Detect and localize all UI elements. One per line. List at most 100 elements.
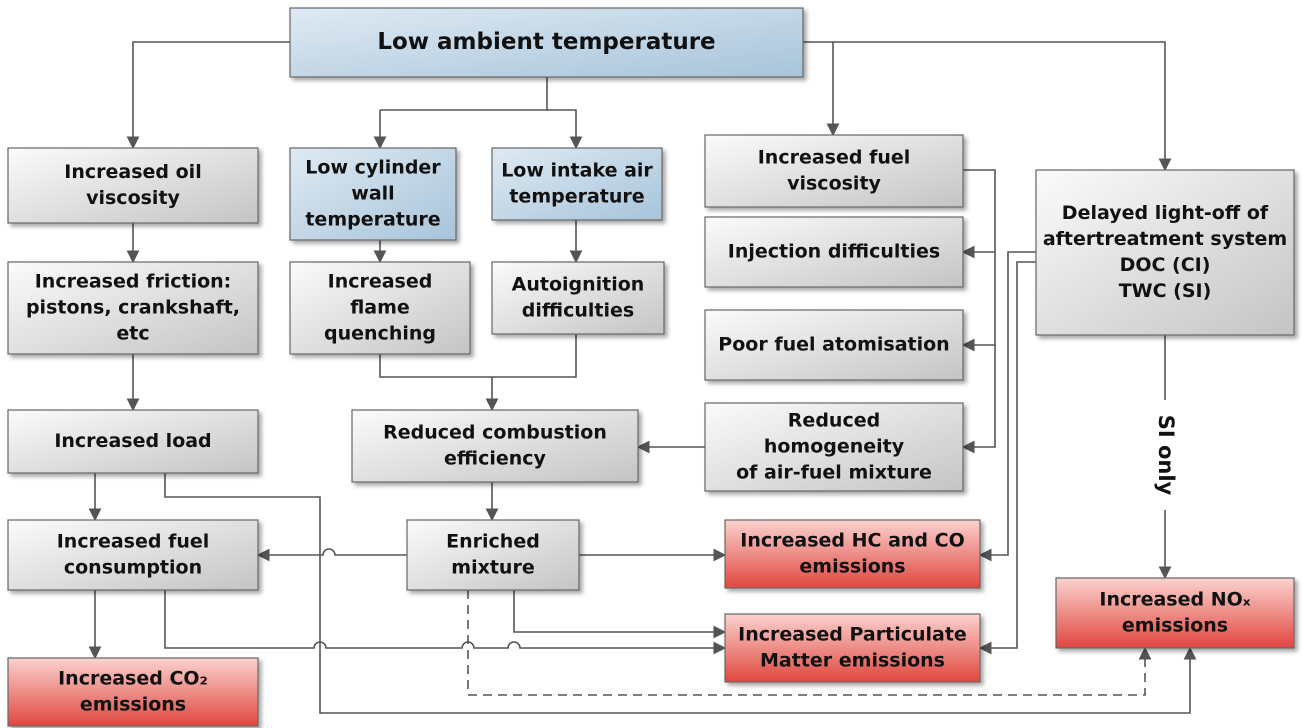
arrow xyxy=(547,109,583,150)
node: Increased friction: pistons, crankshaft, e… xyxy=(7,261,259,355)
node: Poor fuel atomisation xyxy=(704,309,964,381)
node-label: etc xyxy=(116,323,149,345)
node-box xyxy=(7,147,259,224)
node-label: emissions xyxy=(1122,615,1228,637)
node-label: Poor fuel atomisation xyxy=(718,334,949,356)
node-label: mixture xyxy=(451,557,534,579)
node: Increased oil viscosity xyxy=(7,147,259,224)
dashed-arrow xyxy=(467,590,1152,696)
node-label: Increased CO₂ xyxy=(58,668,208,690)
node-box xyxy=(1055,577,1295,649)
node-box xyxy=(351,409,639,483)
node-label: Enriched xyxy=(446,531,540,553)
node-label: Autoignition xyxy=(512,274,645,296)
node-box xyxy=(7,409,259,474)
arrow xyxy=(803,41,1172,172)
arrow xyxy=(256,548,407,562)
node-label: Increased friction: xyxy=(35,271,232,293)
arrow xyxy=(164,590,727,655)
node-label: Increased oil xyxy=(64,161,201,183)
node-box xyxy=(704,216,964,288)
node-box xyxy=(491,261,665,335)
node-label: Low ambient temperature xyxy=(377,29,715,55)
arrow xyxy=(978,251,1036,562)
node: Increased fuel consumption xyxy=(7,519,259,591)
node-box xyxy=(704,309,964,381)
node-box xyxy=(7,657,259,727)
edge-label: SI only xyxy=(1154,415,1178,496)
node-label: flame xyxy=(350,297,410,319)
node: Increased CO₂ emissions xyxy=(7,657,259,727)
node-box xyxy=(704,134,964,208)
node-label: Reduced combustion xyxy=(383,422,607,444)
node-label: Increased fuel xyxy=(57,531,210,553)
node: Autoignition difficulties xyxy=(491,261,665,335)
node-label: Increased HC and CO xyxy=(740,530,964,552)
node: Delayed light-off of aftertreatment syste… xyxy=(1035,169,1295,336)
node-label: Reduced xyxy=(788,410,880,432)
label-background xyxy=(1150,400,1180,510)
arrow xyxy=(164,473,1197,714)
node-label: homogeneity xyxy=(764,436,905,458)
node-label: Increased Particulate xyxy=(738,624,967,646)
node: Reduced combustion efficiency xyxy=(351,409,639,483)
arrow xyxy=(513,590,727,639)
node-label: Injection difficulties xyxy=(728,241,940,263)
node-box xyxy=(724,519,981,589)
arrow xyxy=(961,169,996,454)
node: Increased load xyxy=(7,409,259,474)
node-label: viscosity xyxy=(787,173,881,195)
node-label: difficulties xyxy=(522,300,634,322)
node-label: Low intake air xyxy=(501,160,653,182)
node-label: Increased fuel xyxy=(758,147,911,169)
node-label: Matter emissions xyxy=(760,650,945,672)
node-box xyxy=(406,519,580,591)
node-label: consumption xyxy=(64,557,202,579)
node: Increased HC and CO emissions xyxy=(724,519,981,589)
node-label: Increased NOₓ xyxy=(1099,589,1250,611)
node-box xyxy=(724,613,981,683)
node-label: temperature xyxy=(509,186,644,208)
node-label: DOC (CI) xyxy=(1120,254,1211,276)
node-box xyxy=(7,261,259,355)
node-label: emissions xyxy=(799,556,905,578)
connector xyxy=(380,77,548,111)
arrow xyxy=(126,41,290,150)
node: Increased Particulate Matter emissions xyxy=(724,613,981,683)
node-box xyxy=(704,402,964,492)
node: Injection difficulties xyxy=(704,216,964,288)
node-label: viscosity xyxy=(86,187,180,209)
node-label: quenching xyxy=(324,323,436,345)
node-label: aftertreatment system xyxy=(1043,228,1287,250)
node: Increased fuel viscosity xyxy=(704,134,964,208)
node-label: emissions xyxy=(80,694,186,716)
node-box xyxy=(1035,169,1295,336)
node-label: temperature xyxy=(305,209,440,231)
node: Low intake air temperature xyxy=(491,147,663,221)
node: Enriched mixture xyxy=(406,519,580,591)
node-label: efficiency xyxy=(444,448,547,470)
node-box xyxy=(491,147,663,221)
connector xyxy=(379,334,577,378)
node-box xyxy=(289,147,457,241)
node-box xyxy=(7,519,259,591)
nodes: Low ambient temperature Increased oil visc… xyxy=(7,7,1295,727)
connectors: SI only xyxy=(88,41,1197,714)
node-label: Increased load xyxy=(54,430,211,452)
node-label: wall xyxy=(351,183,394,205)
node-label: of air-fuel mixture xyxy=(736,462,932,484)
node: Increased flame quenching xyxy=(289,261,471,355)
node-label: pistons, crankshaft, xyxy=(26,297,240,319)
node-box xyxy=(289,7,804,78)
node-label: Low cylinder xyxy=(305,157,441,179)
node-label: TWC (SI) xyxy=(1119,280,1212,302)
node: Increased NOₓ emissions xyxy=(1055,577,1295,649)
node: Low ambient temperature xyxy=(289,7,804,78)
arrow xyxy=(978,261,1036,655)
node-box xyxy=(289,261,471,355)
node: Low cylinder wall temperature xyxy=(289,147,457,241)
node: Reduced homogeneity of air-fuel mixture xyxy=(704,402,964,492)
node-label: Delayed light-off of xyxy=(1062,202,1269,224)
